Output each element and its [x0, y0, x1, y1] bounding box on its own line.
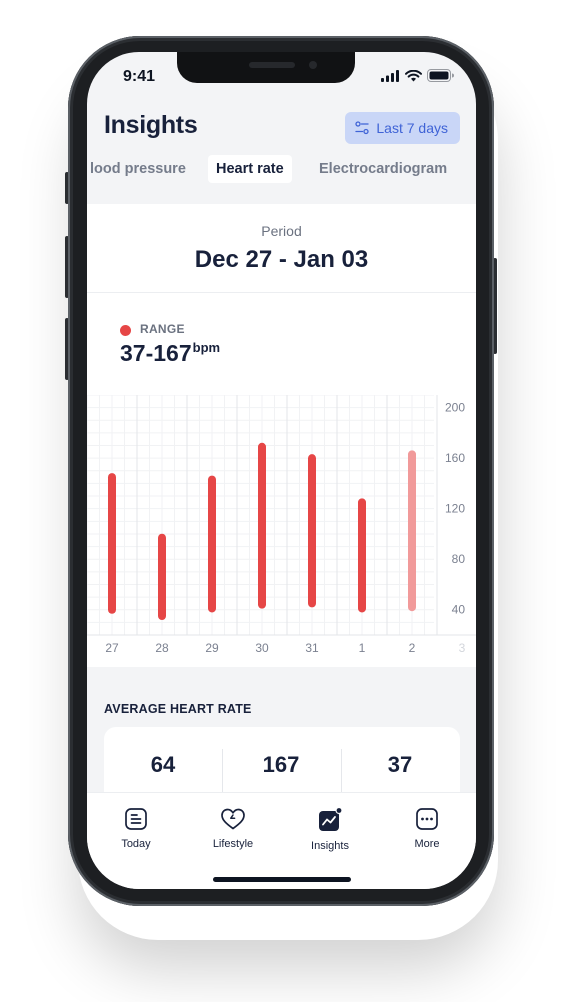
- bottom-tab-bar: Today Lifestyle Insights: [87, 792, 476, 889]
- tabbar-item-more[interactable]: More: [382, 807, 472, 850]
- average-heart-rate-title: AVERAGE HEART RATE: [104, 702, 252, 716]
- max-value: 167: [262, 752, 300, 777]
- range-value-number: 37-167: [120, 340, 192, 366]
- average-divider: [341, 749, 342, 799]
- x-tick-label: 30: [255, 641, 269, 655]
- heart-icon: [221, 808, 245, 830]
- metric-tabs: lood pressure Heart rate Electrocardiogr…: [87, 155, 476, 191]
- more-icon: [416, 808, 438, 830]
- min-value: 37: [387, 752, 413, 777]
- period-card: Period Dec 27 - Jan 03: [87, 204, 476, 293]
- range-label: RANGE: [140, 322, 185, 336]
- page-title: Insights: [104, 111, 198, 139]
- tabbar-label: Today: [121, 838, 151, 850]
- period-value: Dec 27 - Jan 03: [194, 246, 369, 273]
- tabbar-item-today[interactable]: Today: [91, 807, 181, 850]
- app-screen: 9:41 Insights Last 7 days: [87, 52, 476, 889]
- x-tick-label: 28: [155, 641, 169, 655]
- signal-icon: [381, 70, 399, 82]
- chart-card: RANGE 37-167bpm 40 80 120 160 200 27 28 29 30 31 1…: [87, 293, 476, 667]
- wifi-icon: [405, 70, 422, 82]
- tabbar-label: Insights: [311, 840, 349, 852]
- date-range-filter-label: Last 7 days: [376, 120, 448, 136]
- tabbar-label: Lifestyle: [212, 838, 254, 850]
- battery-icon: [427, 69, 454, 82]
- date-range-filter-button[interactable]: Last 7 days: [345, 112, 460, 144]
- tab-blood-pressure[interactable]: lood pressure: [90, 161, 186, 177]
- today-icon: [125, 808, 147, 830]
- home-indicator: [213, 877, 351, 882]
- y-tick-label: 40: [452, 603, 466, 617]
- x-tick-label: 29: [205, 641, 219, 655]
- speaker: [249, 62, 295, 68]
- header: Insights Last 7 days: [87, 108, 476, 158]
- x-tick-label: 27: [105, 641, 119, 655]
- x-tick-label: 1: [359, 641, 366, 655]
- filter-icon: [355, 121, 370, 135]
- x-tick-label: 31: [305, 641, 319, 655]
- range-unit: bpm: [192, 340, 221, 356]
- status-icons: [381, 69, 454, 82]
- camera: [309, 61, 317, 69]
- range-legend-dot: [120, 325, 131, 336]
- y-tick-label: 200: [445, 401, 465, 415]
- tabbar-item-insights[interactable]: Insights: [285, 807, 375, 852]
- status-time: 9:41: [123, 68, 156, 85]
- volume-up-button: [65, 236, 69, 298]
- tab-electrocardiogram[interactable]: Electrocardiogram: [319, 161, 448, 177]
- heart-rate-chart[interactable]: 40 80 120 160 200 27 28 29 30 31 1 2 3: [87, 395, 476, 667]
- mute-switch: [65, 172, 69, 204]
- y-tick-label: 80: [452, 552, 466, 566]
- average-value: 64: [150, 752, 176, 777]
- x-tick-label: 2: [409, 641, 416, 655]
- tabbar-label: More: [414, 838, 440, 850]
- x-tick-label: 3: [459, 641, 466, 655]
- notch: [177, 52, 355, 83]
- volume-down-button: [65, 318, 69, 380]
- y-tick-label: 120: [445, 502, 465, 516]
- y-tick-label: 160: [445, 451, 465, 465]
- tab-heart-rate[interactable]: Heart rate: [208, 155, 292, 183]
- power-button: [493, 258, 497, 354]
- insights-icon: [319, 807, 343, 831]
- tabbar-item-lifestyle[interactable]: Lifestyle: [188, 807, 278, 850]
- period-label: Period: [261, 223, 302, 239]
- range-value: 37-167bpm: [120, 340, 220, 367]
- average-divider: [222, 749, 223, 799]
